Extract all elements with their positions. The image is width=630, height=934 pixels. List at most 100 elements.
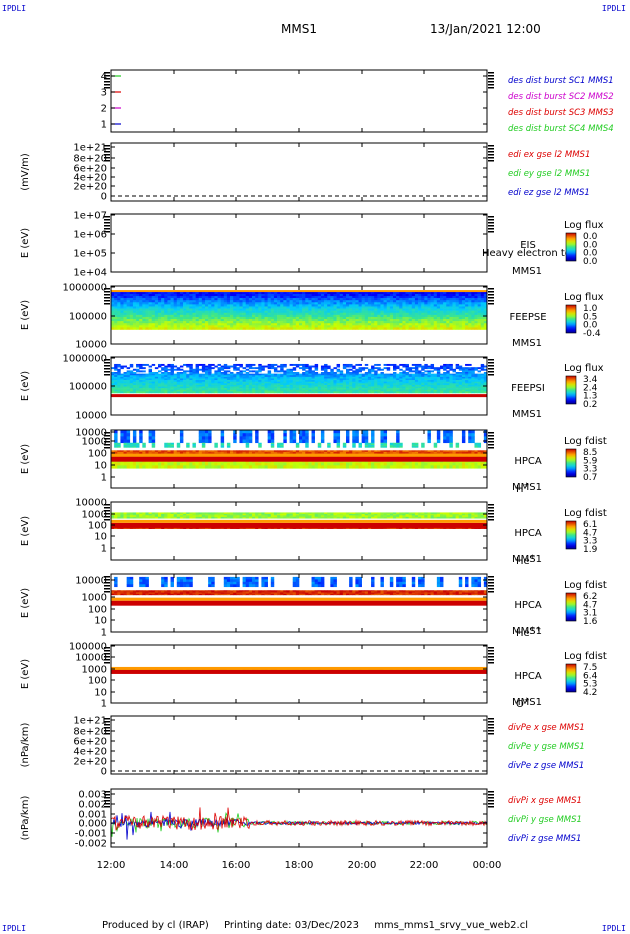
heatmap-cell: [242, 430, 247, 434]
heatmap-cell: [183, 386, 187, 389]
heatmap-cell: [217, 376, 221, 379]
heatmap-cell: [383, 312, 388, 316]
heatmap-cell: [201, 363, 206, 366]
heatmap-cell: [299, 439, 303, 444]
heatmap-cell: [230, 383, 234, 386]
heatmap-cell: [189, 376, 193, 379]
heatmap-cell: [292, 373, 297, 376]
heatmap-cell: [226, 386, 231, 389]
heatmap-cell: [173, 316, 178, 320]
heatmap-cell: [214, 312, 218, 316]
heatmap-cell: [132, 306, 137, 309]
heatmap-cell: [142, 446, 146, 448]
heatmap-cell: [330, 323, 334, 326]
heatmap-cell: [154, 325, 159, 328]
heatmap-cell: [342, 325, 347, 328]
heatmap-cell: [183, 389, 187, 392]
heatmap-cell: [145, 321, 149, 324]
heatmap-cell: [220, 450, 225, 453]
heatmap-cell: [458, 319, 463, 322]
heatmap-cell: [186, 442, 190, 445]
heatmap-cell: [349, 368, 353, 371]
heatmap-cell: [289, 308, 294, 311]
heatmap-cell: [264, 365, 268, 368]
heatmap-cell: [430, 367, 435, 370]
heatmap-cell: [289, 368, 294, 371]
heatmap-cell: [465, 378, 469, 381]
edge-mark: [488, 231, 494, 233]
heatmap-cell: [320, 298, 325, 301]
heatmap-cell: [402, 365, 406, 368]
heatmap-cell: [226, 391, 231, 394]
heatmap-cell: [142, 319, 146, 322]
heatmap-cell: [468, 376, 472, 379]
heatmap-cell: [314, 367, 319, 370]
heatmap-cell: [349, 365, 353, 368]
heatmap-cell: [427, 375, 431, 378]
heatmap-cell: [458, 375, 463, 378]
heatmap-cell: [465, 319, 469, 322]
heatmap-cell: [223, 308, 228, 311]
heatmap-cell: [336, 446, 341, 448]
heatmap-cell: [114, 373, 118, 376]
heatmap-cell: [192, 323, 196, 326]
heatmap-cell: [273, 389, 278, 392]
heatmap-cell: [214, 446, 218, 448]
heatmap-cell: [449, 445, 453, 447]
heatmap-cell: [205, 325, 209, 328]
heatmap-cell: [123, 375, 127, 378]
heatmap-cell: [342, 442, 347, 445]
heatmap-cell: [211, 316, 215, 320]
heatmap-cell: [233, 388, 237, 391]
heatmap-cell: [120, 319, 124, 322]
heatmap-cell: [198, 430, 203, 434]
heatmap-cell: [314, 298, 319, 301]
heatmap-cell: [346, 327, 350, 330]
heatmap-cell: [252, 376, 256, 379]
heatmap-cell: [173, 291, 178, 295]
heatmap-cell: [411, 388, 416, 391]
heatmap-cell: [346, 378, 350, 381]
heatmap-cell: [436, 300, 441, 303]
heatmap-cell: [302, 316, 306, 320]
heatmap-cell: [327, 380, 331, 382]
heatmap-cell: [245, 375, 250, 378]
heatmap-cell: [192, 306, 196, 309]
heatmap-cell: [258, 316, 262, 320]
heatmap-cell: [317, 376, 322, 379]
heatmap-cell: [289, 380, 294, 382]
heatmap-cell: [477, 388, 482, 391]
heatmap-cell: [183, 293, 187, 297]
heatmap-cell: [408, 308, 413, 311]
heatmap-cell: [114, 304, 118, 307]
heatmap-cell: [440, 306, 444, 309]
legend-entry: edi ez gse l2 MMS1: [508, 188, 590, 198]
heatmap-cell: [239, 363, 243, 366]
heatmap-cell: [208, 370, 212, 373]
heatmap-cell: [367, 308, 372, 311]
heatmap-cell: [320, 319, 325, 322]
heatmap-cell: [371, 384, 375, 387]
heatmap-cell: [393, 368, 397, 371]
heatmap-cell: [461, 370, 466, 373]
heatmap-cell: [255, 380, 259, 382]
heatmap-cell: [430, 325, 435, 328]
heatmap-cell: [339, 293, 344, 297]
heatmap-cell: [355, 430, 359, 434]
heatmap-cell: [280, 363, 284, 366]
heatmap-cell: [183, 450, 187, 453]
heatmap-cell: [342, 389, 347, 392]
heatmap-cell: [179, 312, 184, 316]
edge-mark: [104, 157, 110, 159]
heatmap-cell: [139, 300, 143, 303]
heatmap-cell: [480, 363, 485, 366]
heatmap-cell: [418, 316, 422, 320]
heatmap-cell: [233, 376, 237, 379]
heatmap-cell: [402, 381, 406, 384]
heatmap-cell: [117, 306, 121, 309]
heatmap-cell: [302, 293, 306, 297]
heatmap-cell: [289, 321, 294, 324]
heatmap-cell: [252, 308, 256, 311]
heatmap-cell: [148, 302, 153, 305]
heatmap-cell: [132, 300, 137, 303]
